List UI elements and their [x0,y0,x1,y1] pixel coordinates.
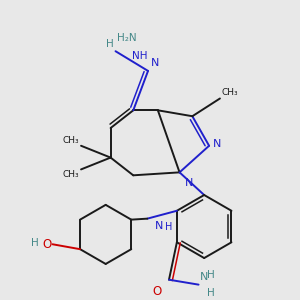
Text: H: H [31,238,39,248]
Text: N: N [155,220,163,231]
Text: N: N [200,272,208,282]
Text: H: H [207,270,215,280]
Text: N: N [184,178,193,188]
Text: H: H [207,288,215,298]
Text: H: H [165,222,172,232]
Text: N: N [151,58,159,68]
Text: CH₃: CH₃ [62,136,79,145]
Text: O: O [153,285,162,298]
Text: H₂N: H₂N [118,33,137,43]
Text: CH₃: CH₃ [62,170,79,179]
Text: H: H [106,39,114,49]
Text: CH₃: CH₃ [222,88,238,97]
Text: N: N [213,139,221,149]
Text: NH: NH [132,51,148,61]
Text: O: O [42,238,52,251]
